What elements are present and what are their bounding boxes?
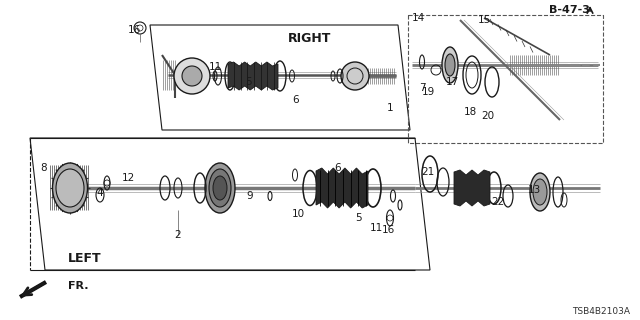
Text: 16: 16 (381, 225, 395, 235)
Ellipse shape (533, 179, 547, 205)
Polygon shape (228, 62, 278, 90)
Ellipse shape (56, 169, 84, 207)
Ellipse shape (205, 163, 235, 213)
Text: 1: 1 (387, 103, 394, 113)
Text: 17: 17 (445, 77, 459, 87)
Circle shape (174, 58, 210, 94)
Text: 20: 20 (481, 111, 495, 121)
Ellipse shape (445, 54, 455, 76)
Text: LEFT: LEFT (68, 252, 102, 265)
Ellipse shape (442, 47, 458, 83)
Text: 6: 6 (335, 163, 341, 173)
Text: 5: 5 (355, 213, 362, 223)
Text: 18: 18 (463, 107, 477, 117)
Text: 8: 8 (41, 163, 47, 173)
Text: 12: 12 (122, 173, 134, 183)
Text: RIGHT: RIGHT (288, 31, 332, 44)
Text: 6: 6 (292, 95, 300, 105)
Ellipse shape (209, 169, 231, 207)
Text: 4: 4 (97, 188, 103, 198)
Text: 19: 19 (421, 87, 435, 97)
Text: 11: 11 (369, 223, 383, 233)
Text: B-47-3: B-47-3 (549, 5, 590, 15)
Text: 22: 22 (492, 197, 504, 207)
Polygon shape (316, 168, 368, 208)
Text: FR.: FR. (68, 281, 88, 291)
Bar (408, 15, 603, 143)
Text: 14: 14 (412, 13, 424, 23)
Ellipse shape (530, 173, 550, 211)
Circle shape (341, 62, 369, 90)
Text: TSB4B2103A: TSB4B2103A (572, 308, 630, 316)
Circle shape (182, 66, 202, 86)
Text: 9: 9 (246, 191, 253, 201)
Text: 10: 10 (291, 209, 305, 219)
Ellipse shape (52, 163, 88, 213)
Text: 2: 2 (175, 230, 181, 240)
Text: 11: 11 (209, 62, 221, 72)
Polygon shape (454, 170, 490, 206)
Text: 21: 21 (421, 167, 435, 177)
Text: 15: 15 (477, 15, 491, 25)
Ellipse shape (213, 176, 227, 200)
Text: 13: 13 (527, 185, 541, 195)
Text: 7: 7 (419, 83, 426, 93)
Text: 16: 16 (127, 25, 141, 35)
Text: 5: 5 (244, 77, 252, 87)
